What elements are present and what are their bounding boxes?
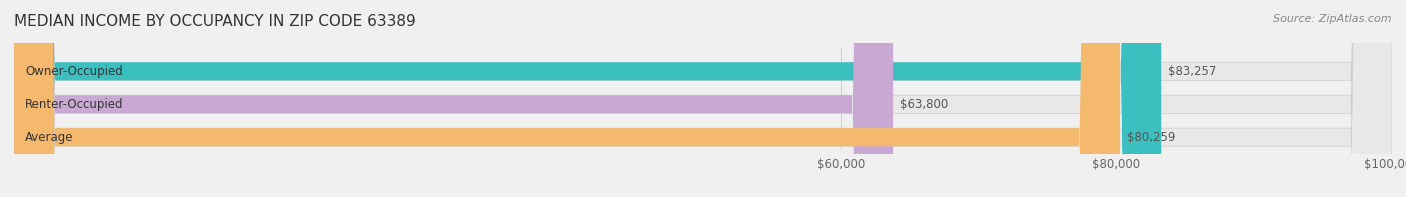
FancyBboxPatch shape [14,0,1161,197]
FancyBboxPatch shape [14,0,1392,197]
Text: $83,257: $83,257 [1168,65,1216,78]
FancyBboxPatch shape [14,0,1121,197]
Text: Owner-Occupied: Owner-Occupied [25,65,122,78]
Text: Source: ZipAtlas.com: Source: ZipAtlas.com [1274,14,1392,24]
FancyBboxPatch shape [14,0,893,197]
FancyBboxPatch shape [14,0,1392,197]
Text: $80,259: $80,259 [1126,131,1175,144]
Text: Average: Average [25,131,73,144]
Text: Renter-Occupied: Renter-Occupied [25,98,124,111]
FancyBboxPatch shape [14,0,1392,197]
Text: $63,800: $63,800 [900,98,948,111]
Text: MEDIAN INCOME BY OCCUPANCY IN ZIP CODE 63389: MEDIAN INCOME BY OCCUPANCY IN ZIP CODE 6… [14,14,416,29]
